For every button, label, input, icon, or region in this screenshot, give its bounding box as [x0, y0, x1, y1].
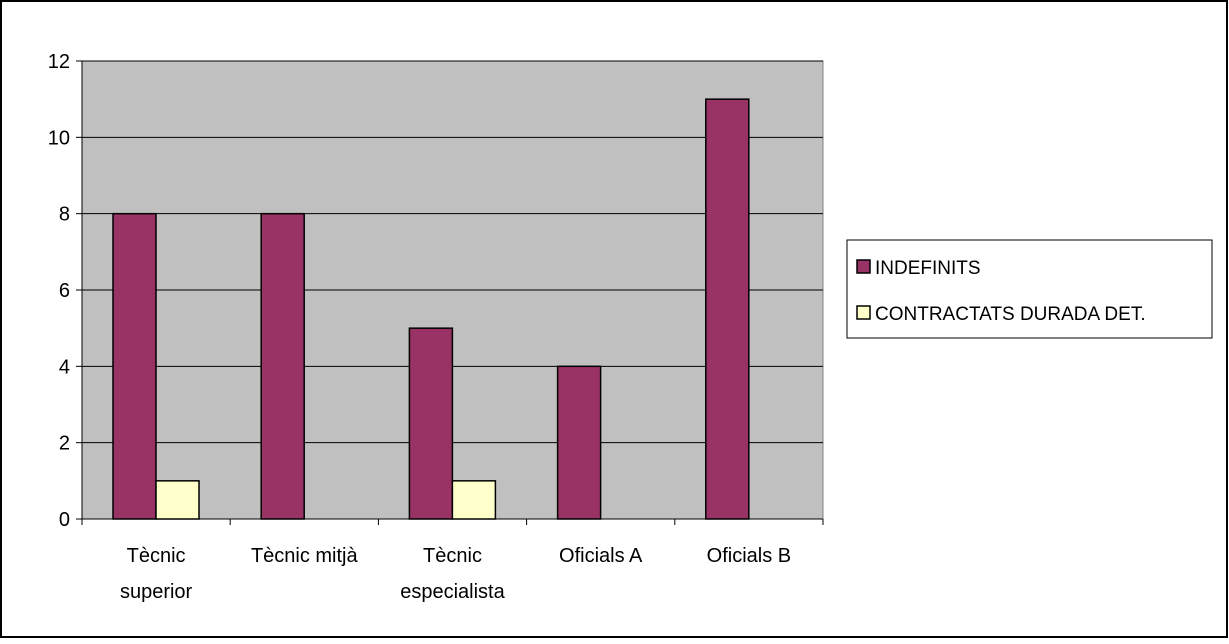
x-tick-label: Oficials B [707, 545, 791, 567]
y-tick-label: 10 [48, 127, 70, 149]
legend-box [846, 239, 1213, 339]
legend-label: INDEFINITS [875, 258, 981, 279]
y-tick-labels: 0 2 4 6 8 10 12 [48, 51, 70, 531]
bar-contractats-durada-det [451, 480, 497, 520]
y-tick-label: 2 [59, 433, 70, 455]
y-tick-label: 6 [59, 280, 70, 302]
x-tick-label: Tècnic mitjà [251, 545, 359, 567]
y-tick-label: 0 [59, 509, 70, 531]
bar-indefinits [112, 212, 157, 520]
y-tick-label: 12 [48, 51, 70, 73]
legend-swatch [856, 259, 871, 274]
y-tick-label: 4 [59, 356, 70, 378]
x-tick-labels: Tècnic superior Tècnic mitjà Tècnic especial… [120, 545, 791, 603]
bars [112, 98, 750, 520]
x-tick-label: superior [120, 581, 193, 603]
bar-indefinits [408, 327, 454, 520]
x-tick-label: Tècnic [127, 545, 186, 567]
legend-swatch [856, 305, 871, 320]
x-tick-label: especialista [400, 581, 505, 603]
y-tick-label: 8 [59, 204, 70, 226]
bar-contractats-durada-det [155, 480, 200, 520]
bar-indefinits [260, 212, 305, 520]
bar-indefinits [556, 365, 602, 520]
x-tick-label: Tècnic [423, 545, 482, 567]
x-tick-label: Oficials A [559, 545, 643, 567]
axes [76, 60, 824, 525]
legend: INDEFINITS CONTRACTATS DURADA DET. [846, 239, 1213, 339]
legend-label: CONTRACTATS DURADA DET. [875, 304, 1146, 325]
bar-indefinits [705, 98, 750, 520]
